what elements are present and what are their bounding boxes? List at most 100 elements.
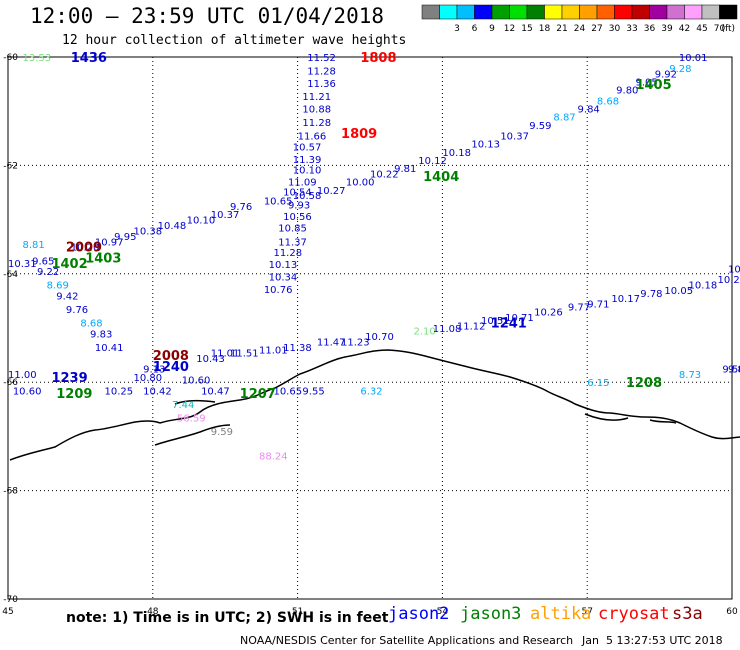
color-scale-bin xyxy=(491,4,510,20)
lon-tick-label: 48 xyxy=(147,607,159,617)
color-scale-bin xyxy=(474,4,493,20)
swh-value-label: 10.18 xyxy=(689,281,718,292)
color-scale-bin xyxy=(684,4,703,20)
swh-value-label: 10.18 xyxy=(442,148,471,159)
swh-value-label: 10.80 xyxy=(133,373,162,384)
satellite-legend-cryosat: cryosat xyxy=(598,604,670,624)
color-scale-bin xyxy=(544,4,563,20)
pass-time-label: 1208 xyxy=(626,376,662,391)
swh-value-label: 11.21 xyxy=(302,92,331,103)
color-scale-label: 18 xyxy=(539,24,551,34)
pass-time-label: 1404 xyxy=(423,170,459,185)
swh-value-label: 10.70 xyxy=(365,332,394,343)
swh-value-label: 10.56 xyxy=(283,212,312,223)
swh-value-label: 10.76 xyxy=(264,285,293,296)
swh-value-label: 13.53 xyxy=(22,53,51,64)
swh-value-label: 11.01 xyxy=(259,346,288,357)
color-scale-label: 39 xyxy=(661,24,673,34)
swh-value-label: 9.05 xyxy=(635,77,657,88)
swh-value-label: 9.80 xyxy=(616,86,638,97)
swh-value-label: 9.13 xyxy=(143,365,165,376)
swh-value-label: 10.54 xyxy=(283,187,312,198)
swh-value-label: 2.10 xyxy=(413,327,435,338)
swh-value-label: 8.68 xyxy=(597,96,619,107)
swh-value-label: 9.65 xyxy=(32,256,54,267)
lon-tick-label: 45 xyxy=(2,607,13,617)
swh-value-label: 10.20 xyxy=(71,243,100,254)
swh-value-label: 56.59 xyxy=(177,413,206,424)
swh-value-label: 9.92 xyxy=(655,69,677,80)
color-scale-bin xyxy=(719,4,738,20)
swh-value-label: 11.66 xyxy=(298,132,327,143)
satellite-legend-jason3: jason3 xyxy=(460,604,522,624)
swh-value-label: 11.47 xyxy=(317,338,346,349)
pass-time-label: 1403 xyxy=(85,252,121,267)
swh-value-label: 11.09 xyxy=(288,178,317,189)
swh-value-label: 8.68 xyxy=(80,319,102,330)
lon-tick-label: 54 xyxy=(437,607,449,617)
color-scale-bin xyxy=(579,4,598,20)
color-scale-bin xyxy=(649,4,668,20)
swh-value-label: 11.39 xyxy=(293,155,322,166)
swh-value-label: 10.20 xyxy=(718,275,740,286)
swh-value-label: 10.13 xyxy=(269,260,298,271)
swh-value-label: 10.41 xyxy=(95,343,124,354)
swh-value-label: 9.84 xyxy=(578,104,600,115)
satellite-legend-s3a: s3a xyxy=(672,604,703,624)
swh-value-label: 9.77 xyxy=(568,302,590,313)
swh-value-label: 10.47 xyxy=(201,386,230,397)
color-scale-label: 9 xyxy=(489,24,495,34)
swh-value-label: 10.10 xyxy=(293,166,322,177)
color-scale-bin xyxy=(526,4,545,20)
coastline-west xyxy=(9,399,231,461)
swh-value-label: 10.27 xyxy=(317,186,346,197)
pass-time-label: 1809 xyxy=(341,127,377,142)
swh-value-label: 8.81 xyxy=(22,240,44,251)
swh-value-label: 10.43 xyxy=(196,354,225,365)
swh-value-label: 9.76 xyxy=(66,305,88,316)
swh-value-label: 11.36 xyxy=(307,79,336,90)
satellite-legend-altika: altika xyxy=(530,604,592,624)
color-scale-label: 33 xyxy=(626,24,637,34)
swh-value-label: 11.28 xyxy=(307,67,336,78)
map-title: 12:00 – 23:59 UTC 01/04/2018 xyxy=(30,4,385,28)
pass-time-label: 1239 xyxy=(51,371,87,386)
swh-value-label: 10.05 xyxy=(664,286,693,297)
swh-value-label: 9.71 xyxy=(587,300,609,311)
color-scale-bin xyxy=(701,4,720,20)
swh-value-label: 10.65 xyxy=(273,386,302,397)
swh-value-label: 10.42 xyxy=(143,386,172,397)
lat-tick-label: -64 xyxy=(3,270,18,280)
color-scale-label: 21 xyxy=(556,24,567,34)
color-scale-label: 30 xyxy=(609,24,621,34)
lat-tick-label: -62 xyxy=(3,161,18,171)
color-scale-bin xyxy=(561,4,580,20)
swh-value-label: 9.59 xyxy=(529,121,551,132)
swh-value-label: 10.71 xyxy=(505,313,534,324)
map-subtitle: 12 hour collection of altimeter wave hei… xyxy=(62,33,407,48)
lon-tick-label: 60 xyxy=(726,607,738,617)
timestamp-text: Jan 5 13:27:53 UTC 2018 xyxy=(582,634,723,647)
pass-time-label: 2008 xyxy=(153,349,189,364)
swh-value-label: 11.12 xyxy=(457,321,486,332)
color-scale-bin xyxy=(509,4,528,20)
swh-value-label: 9.76 xyxy=(230,202,252,213)
pass-time-label: 1436 xyxy=(71,51,107,66)
color-scale-label: 45 xyxy=(696,24,707,34)
map-frame xyxy=(7,56,733,600)
satellite-legend-jason2: jason2 xyxy=(388,604,450,624)
color-scale-label: 42 xyxy=(679,24,690,34)
color-scale-label: 24 xyxy=(574,24,586,34)
color-scale: 3 6 9 12 15 18 21 24 27 30 33 36 39 42 45 70(ft) xyxy=(421,4,738,34)
swh-value-label: 10.22 xyxy=(370,170,399,181)
pass-time-label: 2009 xyxy=(66,241,102,256)
swh-value-label: 9.87 xyxy=(728,365,740,376)
swh-value-label: 9.83 xyxy=(90,329,112,340)
swh-value-label: 11.51 xyxy=(230,348,259,359)
swh-value-label: 10.25 xyxy=(105,386,134,397)
swh-values: 13.53 11.5211.2811.3611.2110.8811.2811.66… xyxy=(8,53,740,462)
pass-time-label: 1209 xyxy=(56,387,92,402)
color-scale-unit: (ft) xyxy=(721,24,735,34)
